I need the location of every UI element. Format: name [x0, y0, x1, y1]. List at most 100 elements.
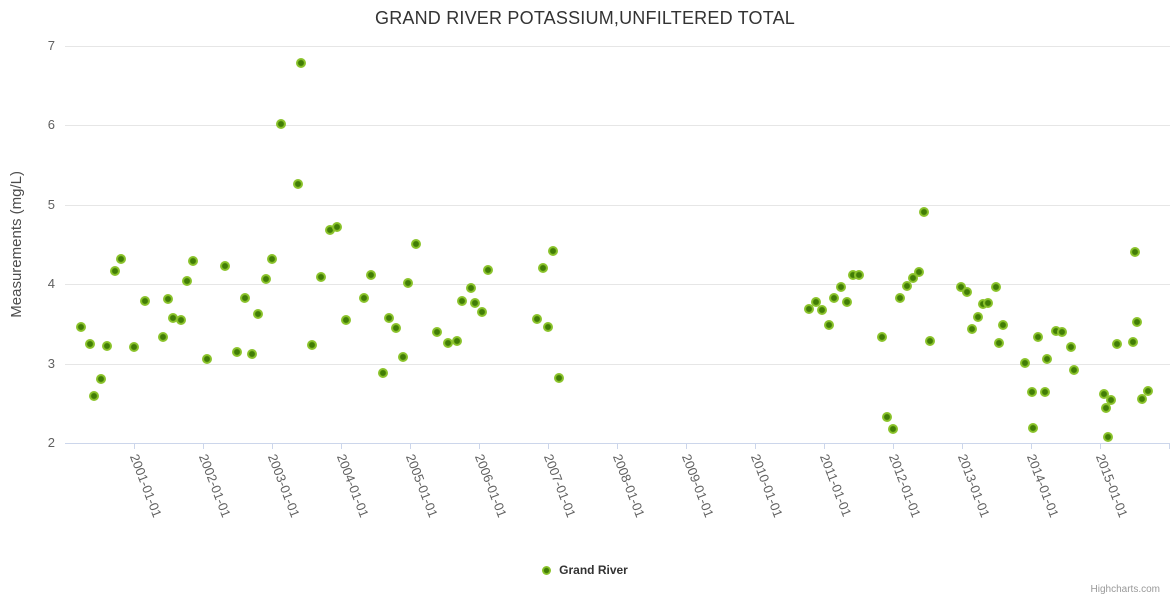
data-point[interactable] [115, 253, 126, 264]
data-point[interactable] [315, 272, 326, 283]
data-point[interactable] [75, 322, 86, 333]
data-point[interactable] [881, 411, 892, 422]
data-point[interactable] [925, 336, 936, 347]
data-point[interactable] [260, 273, 271, 284]
data-point[interactable] [966, 323, 977, 334]
data-point[interactable] [836, 281, 847, 292]
data-point[interactable] [231, 346, 242, 357]
data-point[interactable] [1028, 422, 1039, 433]
data-point[interactable] [547, 245, 558, 256]
data-point[interactable] [202, 353, 213, 364]
data-point[interactable] [340, 314, 351, 325]
data-point[interactable] [908, 272, 918, 283]
data-point[interactable] [919, 206, 930, 217]
data-point[interactable] [220, 260, 231, 271]
data-point[interactable] [293, 179, 304, 190]
data-point[interactable] [816, 304, 827, 315]
data-point[interactable] [977, 299, 988, 310]
data-point[interactable] [983, 298, 994, 309]
data-point[interactable] [810, 297, 821, 308]
data-point[interactable] [847, 270, 858, 281]
data-point[interactable] [378, 368, 389, 379]
data-point[interactable] [365, 269, 376, 280]
data-point[interactable] [1019, 357, 1030, 368]
data-point[interactable] [1032, 332, 1043, 343]
data-point[interactable] [140, 295, 151, 306]
data-point[interactable] [295, 57, 306, 68]
data-point[interactable] [543, 322, 553, 333]
data-point[interactable] [102, 341, 113, 352]
data-point[interactable] [129, 341, 139, 352]
data-point[interactable] [88, 391, 99, 402]
data-point[interactable] [1130, 246, 1141, 257]
data-point[interactable] [803, 303, 814, 314]
data-point[interactable] [168, 313, 179, 324]
data-point[interactable] [1050, 326, 1061, 337]
data-point[interactable] [1128, 337, 1139, 348]
data-point[interactable] [1039, 387, 1050, 398]
data-point[interactable] [1099, 388, 1110, 399]
data-point[interactable] [451, 336, 462, 347]
data-point[interactable] [411, 238, 422, 249]
data-point[interactable] [384, 313, 395, 324]
data-point[interactable] [240, 292, 251, 303]
data-point[interactable] [972, 311, 983, 322]
data-point[interactable] [841, 296, 852, 307]
data-point[interactable] [854, 270, 865, 281]
data-point[interactable] [442, 337, 453, 348]
data-point[interactable] [1103, 431, 1114, 442]
data-point[interactable] [994, 337, 1005, 348]
data-point[interactable] [894, 292, 905, 303]
data-point[interactable] [1101, 403, 1112, 414]
data-point[interactable] [307, 340, 318, 351]
data-point[interactable] [188, 256, 199, 267]
data-point[interactable] [1057, 326, 1068, 337]
data-point[interactable] [1143, 386, 1154, 397]
data-point[interactable] [275, 118, 286, 129]
data-point[interactable] [482, 264, 493, 275]
data-point[interactable] [476, 306, 487, 317]
data-point[interactable] [109, 265, 120, 276]
data-point[interactable] [1132, 317, 1143, 328]
data-point[interactable] [1112, 338, 1123, 349]
data-point[interactable] [823, 319, 834, 330]
data-point[interactable] [956, 282, 967, 293]
data-point[interactable] [1026, 387, 1037, 398]
data-point[interactable] [469, 298, 480, 309]
data-point[interactable] [95, 373, 106, 384]
data-point[interactable] [431, 326, 442, 337]
data-point[interactable] [391, 322, 402, 333]
data-point[interactable] [997, 319, 1008, 330]
highcharts-credits-link[interactable]: Highcharts.com [1090, 584, 1160, 595]
data-point[interactable] [538, 263, 549, 274]
data-point[interactable] [267, 253, 277, 264]
data-point[interactable] [398, 352, 409, 363]
data-point[interactable] [531, 314, 542, 325]
data-point[interactable] [1068, 364, 1079, 375]
data-point[interactable] [876, 331, 887, 342]
data-point[interactable] [465, 283, 476, 294]
data-point[interactable] [990, 282, 1001, 293]
data-point[interactable] [901, 280, 912, 291]
data-point[interactable] [324, 225, 335, 236]
data-point[interactable] [175, 314, 186, 325]
data-point[interactable] [554, 372, 565, 383]
data-point[interactable] [84, 338, 95, 349]
data-point[interactable] [1041, 353, 1052, 364]
data-point[interactable] [246, 349, 257, 360]
data-point[interactable] [402, 277, 413, 288]
data-point[interactable] [456, 295, 467, 306]
data-point[interactable] [828, 292, 839, 303]
data-point[interactable] [1106, 395, 1117, 406]
data-point[interactable] [358, 292, 369, 303]
data-point[interactable] [182, 276, 193, 287]
legend-item-grand-river[interactable]: Grand River [0, 563, 1170, 577]
data-point[interactable] [961, 287, 972, 298]
data-point[interactable] [1066, 341, 1077, 352]
data-point[interactable] [914, 267, 925, 278]
data-point[interactable] [157, 331, 168, 342]
data-point[interactable] [888, 423, 898, 434]
data-point[interactable] [253, 309, 264, 320]
data-point[interactable] [1137, 394, 1148, 405]
data-point[interactable] [162, 294, 173, 305]
